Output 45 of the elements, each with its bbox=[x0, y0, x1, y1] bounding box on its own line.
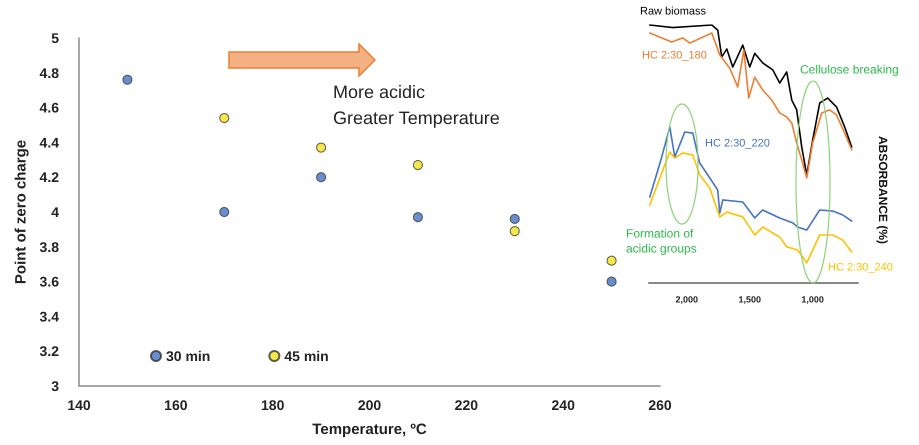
annotation: Greater Temperature bbox=[333, 108, 500, 128]
point bbox=[510, 226, 520, 236]
x-tick-label: 2,000 bbox=[676, 294, 698, 304]
y-tick-label: 5 bbox=[51, 30, 60, 46]
series-label: HC 2:30_180 bbox=[642, 50, 707, 62]
series-label: HC 2:30_220 bbox=[705, 138, 770, 150]
legend-label: 45 min bbox=[284, 348, 329, 364]
annotation: More acidic bbox=[333, 82, 426, 102]
y-tick-label: 4.6 bbox=[40, 100, 60, 116]
series-label: HC 2:30_240 bbox=[828, 262, 893, 274]
series-label: Raw biomass bbox=[640, 6, 707, 18]
y-tick-label: 4.8 bbox=[40, 64, 60, 81]
x-tick-label: 1,500 bbox=[738, 294, 761, 304]
point bbox=[122, 74, 132, 85]
x-tick-label: 220 bbox=[454, 397, 478, 413]
point bbox=[316, 172, 326, 182]
point bbox=[606, 276, 617, 287]
annotation: Formation of acidic groups bbox=[626, 226, 697, 256]
x-tick-label: 180 bbox=[260, 397, 285, 413]
y-tick-label: 3.8 bbox=[40, 238, 60, 255]
x-tick-label: 260 bbox=[648, 397, 672, 413]
point bbox=[316, 142, 326, 153]
y-axis-title: Point of zero charge bbox=[12, 140, 30, 284]
x-tick-label: 140 bbox=[67, 397, 91, 413]
y-axis-title: ABSORBANCE (%) bbox=[876, 136, 890, 244]
legend-label: 30 min bbox=[166, 348, 210, 364]
y-tick-label: 3.4 bbox=[40, 308, 60, 324]
y-tick-label: 3.6 bbox=[40, 274, 60, 290]
y-tick-label: 3.2 bbox=[40, 343, 60, 360]
x-axis-title: Temperature, ºC bbox=[312, 421, 427, 438]
x-tick-label: 1,000 bbox=[801, 294, 824, 304]
y-tick-label: 3 bbox=[51, 378, 60, 394]
y-tick-label: 4.4 bbox=[40, 134, 60, 150]
point bbox=[606, 256, 617, 266]
point bbox=[219, 113, 230, 124]
y-tick-label: 4 bbox=[51, 204, 60, 220]
point bbox=[412, 212, 423, 222]
x-tick-label: 240 bbox=[551, 397, 576, 413]
point bbox=[412, 160, 423, 170]
x-tick-label: 160 bbox=[164, 397, 188, 413]
y-tick-label: 4.2 bbox=[40, 169, 60, 186]
annotation: Cellulose breaking bbox=[800, 62, 899, 76]
point bbox=[510, 214, 520, 224]
x-tick-label: 200 bbox=[358, 397, 382, 413]
point bbox=[219, 207, 230, 217]
